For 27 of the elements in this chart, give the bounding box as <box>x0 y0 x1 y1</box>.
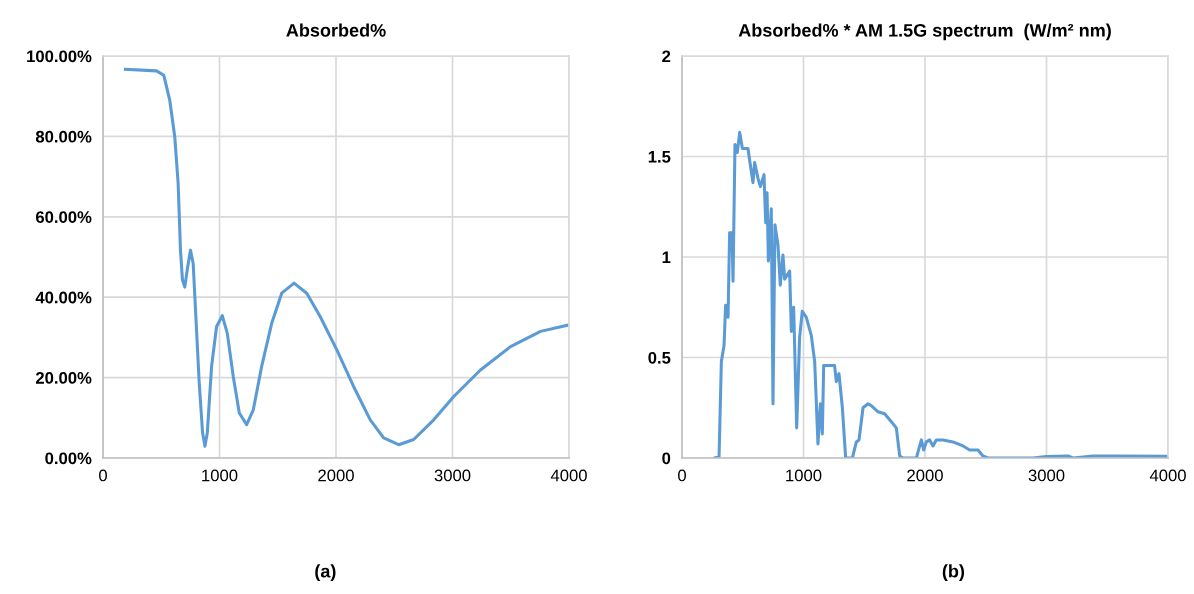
text: (b) <box>942 564 965 582</box>
chart-title: Absorbed% * AM 1.5G spectrum (W/m² nm) <box>738 23 1111 41</box>
x-tick-label: 3000 <box>434 469 471 482</box>
y-tick-label: 80.00% <box>35 130 92 143</box>
y-tick-label: 100.00% <box>27 50 92 63</box>
x-tick-label: 1000 <box>786 469 822 482</box>
y-tick-label: 1 <box>662 251 671 264</box>
y-tick-label: 40.00% <box>35 291 92 304</box>
y-tick-label: 20.00% <box>35 372 92 384</box>
y-tick-label: 0.00% <box>45 452 92 465</box>
y-tick-label: 1.5 <box>648 151 671 163</box>
line-series <box>123 67 569 448</box>
x-tick-label: 4000 <box>1149 469 1186 482</box>
y-tick-label: 60.00% <box>35 211 92 223</box>
x-tick-label: 0 <box>99 469 107 482</box>
chart-title: Absorbed% <box>286 23 386 37</box>
y-tick-label: 0.5 <box>648 351 671 364</box>
x-tick-label: 2000 <box>318 469 354 482</box>
y-tick-label: 0 <box>662 452 671 465</box>
x-tick-label: 3000 <box>1028 469 1065 482</box>
x-tick-label: 0 <box>678 469 686 482</box>
text: (a) <box>315 564 336 582</box>
y-tick-label: 2 <box>662 50 671 63</box>
x-tick-label: 1000 <box>202 469 238 482</box>
x-tick-label: 4000 <box>550 469 587 482</box>
x-tick-label: 2000 <box>907 469 943 482</box>
line-series <box>713 130 1168 458</box>
